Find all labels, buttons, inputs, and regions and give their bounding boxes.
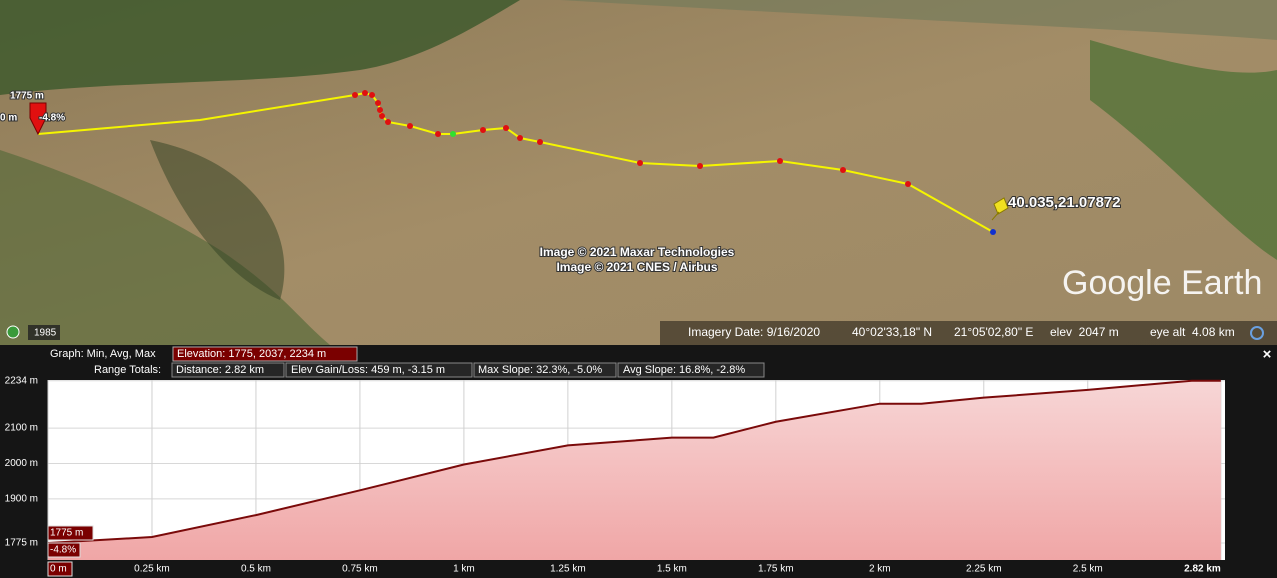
elevation: elev 2047 m bbox=[1050, 325, 1119, 339]
position-marker bbox=[29, 102, 47, 136]
x-tick-label: 2 km bbox=[869, 564, 891, 575]
forest-area bbox=[0, 150, 330, 345]
longitude: 21°05'02,80" E bbox=[954, 325, 1033, 339]
x-tick-label: 2.5 km bbox=[1073, 564, 1103, 575]
stat-box bbox=[285, 362, 473, 378]
graph-label: Graph: Min, Avg, Max bbox=[50, 348, 156, 360]
cursor-elevation: 1775 m bbox=[50, 528, 83, 539]
google-earth-logo: Google Earth bbox=[1062, 264, 1262, 302]
history-year: 1985 bbox=[34, 328, 57, 339]
imagery-date: Imagery Date: 9/16/2020 bbox=[688, 325, 820, 339]
profile-chart: 1775 m 1900 m 2000 m 2100 m 2234 m 0 m 0.25 km… bbox=[5, 375, 1225, 577]
track-path bbox=[37, 91, 994, 233]
x-tick-label: 0 m bbox=[50, 564, 67, 575]
range-label: Range Totals: bbox=[94, 364, 161, 376]
attribution: Image © 2021 Maxar Technologies bbox=[540, 245, 735, 259]
forest-area bbox=[0, 0, 520, 95]
x-tick-label: 1.5 km bbox=[657, 564, 687, 575]
marker-elevation: 1775 m bbox=[10, 91, 44, 102]
history-year-box bbox=[28, 325, 60, 340]
elev-gain-loss: Elev Gain/Loss: 459 m, -3.15 m bbox=[291, 364, 445, 376]
attribution: Image © 2021 CNES / Airbus bbox=[556, 260, 717, 274]
x-tick-label: 0.25 km bbox=[134, 564, 170, 575]
distance: Distance: 2.82 km bbox=[176, 364, 264, 376]
x-tick-label: 0.75 km bbox=[342, 564, 378, 575]
placemark-label[interactable]: 40.035,21.07872 bbox=[1007, 193, 1122, 212]
elevation-stats: Elevation: 1775, 2037, 2234 m bbox=[177, 348, 326, 360]
y-tick-label: 1775 m bbox=[5, 538, 38, 549]
x-tick-label: 1 km bbox=[453, 564, 475, 575]
track-points bbox=[352, 90, 911, 187]
latitude: 40°02'33,18" N bbox=[852, 325, 932, 339]
y-tick-label: 1900 m bbox=[5, 493, 38, 504]
x-tick-label: 2.25 km bbox=[966, 564, 1002, 575]
stat-box bbox=[473, 362, 617, 378]
history-icon[interactable] bbox=[6, 325, 20, 339]
slope-area bbox=[560, 0, 1277, 40]
cursor-slope: -4.8% bbox=[50, 545, 76, 556]
stat-box bbox=[172, 346, 358, 362]
cursor-box bbox=[47, 525, 94, 541]
area-fill bbox=[48, 380, 1221, 560]
stat-box bbox=[617, 362, 765, 378]
x-tick-label: 0.5 km bbox=[241, 564, 271, 575]
close-button[interactable]: × bbox=[1263, 346, 1272, 363]
y-tick-label: 2000 m bbox=[5, 458, 38, 469]
y-tick-label: 2100 m bbox=[5, 423, 38, 434]
elevation-line bbox=[47, 379, 1221, 545]
marker-distance: 0 m bbox=[0, 113, 17, 124]
x-label-highlight bbox=[47, 561, 73, 577]
forest-area bbox=[1090, 40, 1277, 260]
track-point bbox=[450, 131, 456, 137]
stat-box bbox=[171, 362, 285, 378]
max-slope: Max Slope: 32.3%, -5.0% bbox=[478, 364, 602, 376]
y-tick-label: 2234 m bbox=[5, 375, 38, 386]
marker-slope: -4.8% bbox=[39, 113, 65, 124]
trees bbox=[150, 140, 285, 300]
compass-icon[interactable] bbox=[1250, 326, 1264, 340]
x-tick-label: 1.75 km bbox=[758, 564, 794, 575]
profile-cursor: 1775 m -4.8% bbox=[47, 525, 94, 558]
status-bar: Imagery Date: 9/16/2020 40°02'33,18" N 2… bbox=[660, 321, 1277, 345]
cursor-box bbox=[47, 542, 81, 558]
map-view[interactable]: 1775 m -4.8% 0 m 40.035,21.07872 Image ©… bbox=[0, 0, 1277, 345]
status-bar-bg bbox=[660, 321, 1277, 345]
track-end bbox=[990, 229, 996, 235]
eye-altitude: eye alt 4.08 km bbox=[1150, 325, 1235, 339]
placemark-pin[interactable] bbox=[991, 197, 1009, 221]
x-tick-label: 2.82 km bbox=[1184, 564, 1221, 575]
avg-slope: Avg Slope: 16.8%, -2.8% bbox=[623, 364, 745, 376]
x-tick-label: 1.25 km bbox=[550, 564, 586, 575]
